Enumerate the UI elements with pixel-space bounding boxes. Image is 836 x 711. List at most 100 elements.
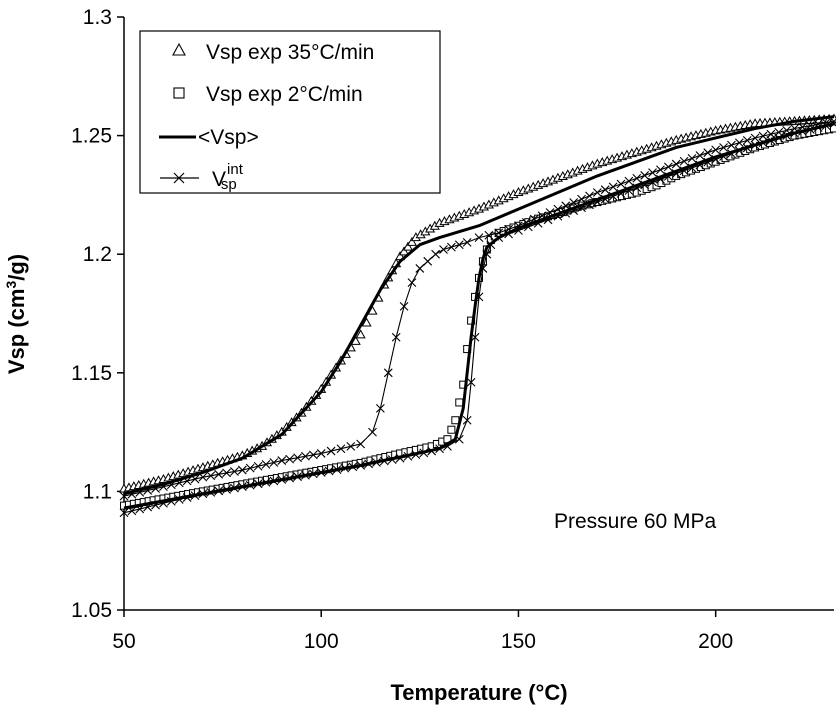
x-point [663,172,673,181]
x-point [159,498,168,508]
x-point [537,211,547,221]
x-point [143,502,153,512]
y-tick-label: 1.15 [71,362,112,385]
x-point [182,493,192,502]
x-point [364,459,373,469]
x-point [356,439,366,449]
x-point [387,455,397,465]
x-point [561,209,571,218]
x-point [230,467,239,476]
x-point [222,468,231,478]
legend-label-vsp-int: Vint sp [212,161,244,193]
x-point [671,169,681,178]
x-point [301,451,310,461]
x-point [135,504,145,514]
x-point [166,480,176,490]
x-point [376,403,385,413]
legend-vsp-int-sup: int [227,161,244,178]
x-point [734,138,744,148]
x-tick-label: 100 [304,630,339,653]
x-point [561,201,571,211]
x-point [399,301,409,311]
x-point [182,476,192,486]
x-point [585,191,594,201]
x-point [423,256,433,266]
x-point [632,183,642,193]
x-point [695,151,705,160]
x-tick-label: 50 [112,630,135,653]
legend-item-35cmin: Vsp exp 35°C/min [172,41,374,64]
x-point [462,415,472,425]
x-point [679,156,689,166]
x-point [742,143,752,153]
x-point [245,463,255,473]
y-axis-title-main: Vsp (cm [4,289,29,375]
x-point [190,474,200,484]
x-point [624,176,634,186]
x-point [470,332,480,342]
x-point [616,189,626,198]
x-point [316,468,326,477]
x-point [592,197,602,207]
series-line [123,115,835,496]
x-point [750,133,760,143]
x-point [427,446,437,456]
pressure-annotation: Pressure 60 MPa [554,510,717,533]
x-point [340,463,350,473]
x-point [648,177,657,187]
x-point [695,160,705,170]
x-point [719,143,728,152]
x-point [391,332,401,342]
legend-item-2cmin: Vsp exp 2°C/min [173,83,363,106]
series-2 [123,115,835,496]
x-point [616,179,626,189]
series-5 [119,119,836,518]
axis-ticks: 50 100 150 200 1.05 1.1 1.15 1.2 1.25 1.3 [71,6,733,653]
x-point [632,173,642,183]
x-point [671,159,681,169]
x-point [277,475,287,484]
x-point [805,125,815,134]
x-point [293,453,302,463]
x-point [269,458,279,467]
x-point [431,249,440,259]
x-point [443,441,452,451]
x-point [324,466,334,476]
x-point [198,472,208,482]
x-point [261,459,271,469]
x-point [514,226,523,235]
x-point [127,489,137,499]
x-point [119,508,129,518]
x-point [395,453,405,463]
y-tick-label: 1.05 [71,599,112,622]
x-point [608,182,618,192]
x-point [214,486,224,496]
x-point [829,119,836,129]
x-point [368,427,377,437]
x-point [151,484,160,493]
x-point [166,496,176,506]
x-point [600,194,610,204]
x-point [411,450,421,460]
x-point [790,128,799,138]
series-line [123,122,835,510]
x-point [135,487,145,497]
x-point [585,200,594,210]
x-point [174,478,184,488]
y-tick-label: 1.2 [83,243,112,266]
x-point [261,477,271,487]
y-axis-title-sup: 3 [3,281,19,289]
x-point [742,135,752,145]
legend-box [139,30,441,194]
x-point [285,473,295,483]
x-point [624,186,634,196]
x-point [214,469,224,479]
triangle-point [402,241,414,251]
x-point [206,471,216,481]
x-point [222,485,231,494]
x-point [174,495,184,504]
x-point [119,491,129,501]
legend-item-vsp-int: Vint sp [160,161,244,193]
x-point [454,240,464,250]
